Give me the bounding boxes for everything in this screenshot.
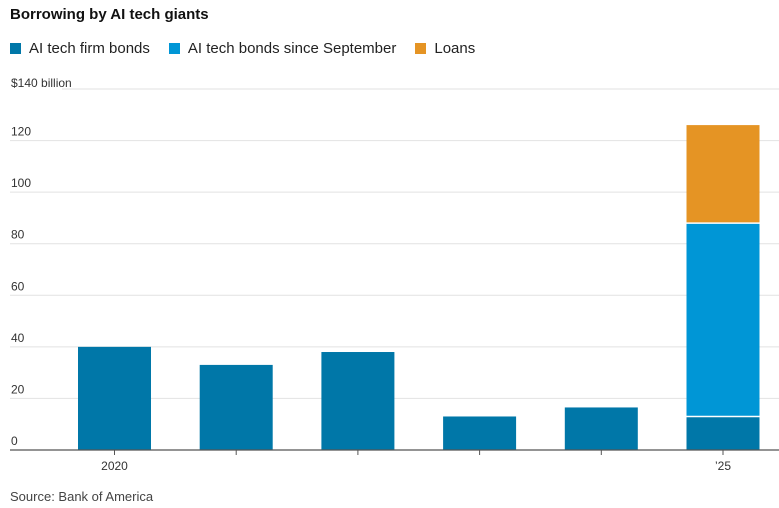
legend-label-firm-bonds: AI tech firm bonds [29, 40, 150, 57]
y-tick-label-40: 40 [11, 331, 25, 345]
y-tick-label-100: 100 [11, 176, 31, 190]
bar-2021-series-0 [199, 364, 273, 450]
y-tick-label-120: 120 [11, 125, 31, 139]
legend-item-loans: Loans [415, 40, 475, 57]
legend-swatch-bonds-since-september [168, 43, 180, 54]
bar-2020-series-0 [78, 346, 151, 450]
legend: AI tech firm bonds AI tech bonds since S… [10, 40, 494, 57]
y-tick-label-0: 0 [11, 434, 18, 448]
legend-swatch-loans [415, 43, 427, 54]
x-tick-label-2020: 2020 [101, 459, 128, 473]
y-unit-label: $140 billion [11, 76, 72, 90]
bar-2023-series-0 [443, 416, 517, 450]
bar-2025-series-2 [686, 125, 760, 224]
legend-swatch-firm-bonds [10, 43, 21, 54]
bar-2024-series-0 [564, 407, 638, 450]
bar-2025-series-1 [686, 223, 760, 417]
source-note: Source: Bank of America [10, 489, 154, 504]
legend-item-bonds-since-september: AI tech bonds since September [168, 40, 397, 57]
chart-title: Borrowing by AI tech giants [10, 6, 209, 23]
bar-2022-series-0 [321, 352, 395, 450]
x-axis: 2020 ’25 [10, 449, 779, 473]
bars [78, 125, 760, 450]
grid: 0 20 40 60 80 100 120 [10, 88, 779, 448]
x-tick-label-2025: ’25 [715, 459, 731, 473]
legend-label-loans: Loans [434, 40, 476, 57]
y-tick-label-80: 80 [11, 228, 25, 242]
bar-2025-series-0 [686, 416, 760, 450]
legend-label-bonds-since-september: AI tech bonds since September [187, 40, 397, 57]
legend-item-firm-bonds: AI tech firm bonds [10, 40, 150, 57]
y-tick-label-60: 60 [11, 279, 25, 293]
y-tick-label-20: 20 [11, 382, 25, 396]
